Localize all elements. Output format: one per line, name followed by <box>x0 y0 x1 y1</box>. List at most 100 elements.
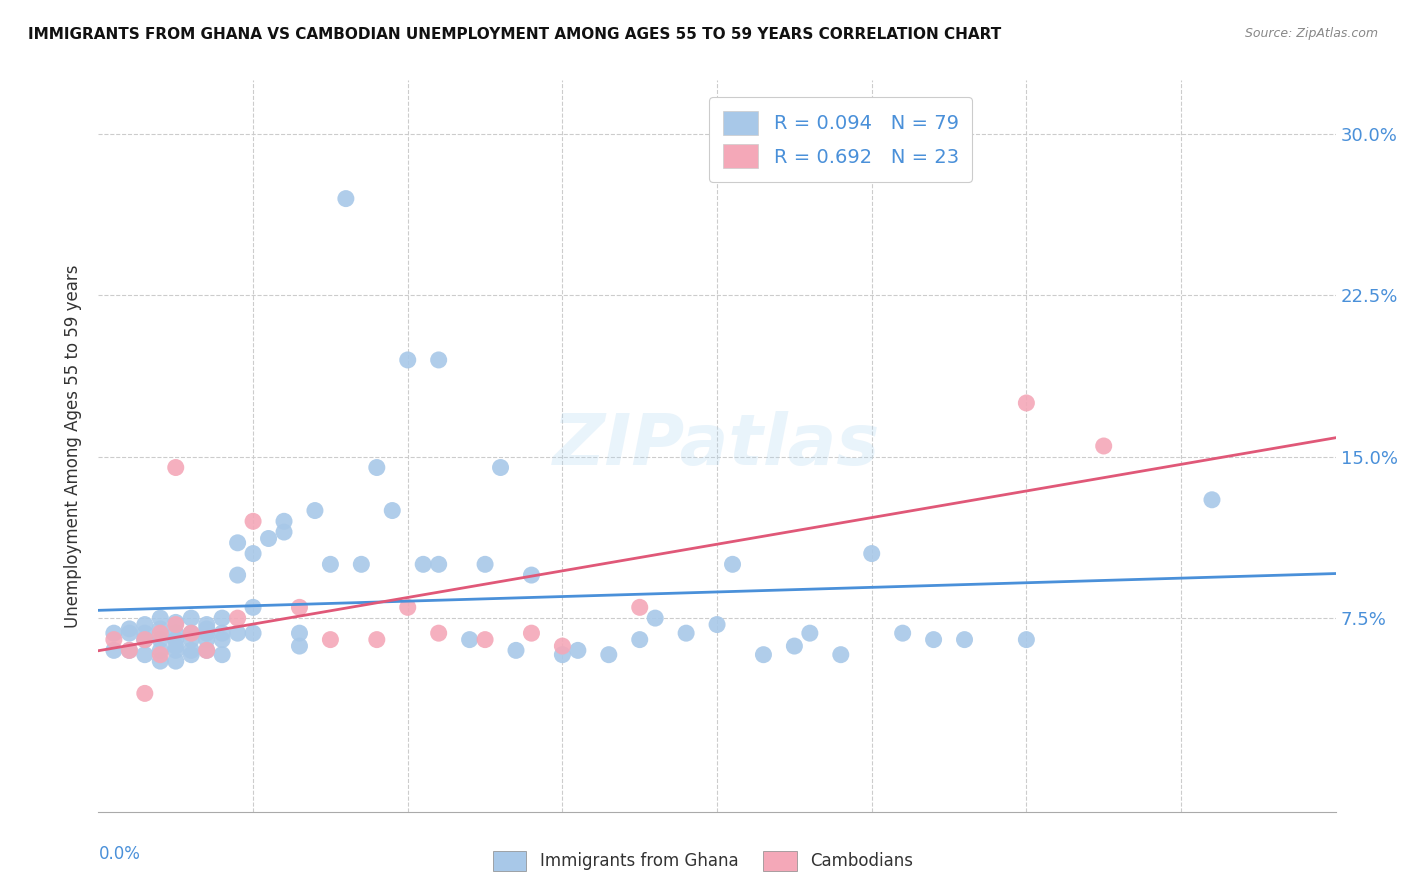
Point <box>165 643 187 657</box>
Point <box>628 600 651 615</box>
Point <box>149 626 172 640</box>
Point <box>922 632 945 647</box>
Point <box>134 632 156 647</box>
Point <box>149 622 172 636</box>
Point <box>242 514 264 528</box>
Point <box>180 611 202 625</box>
Point <box>366 460 388 475</box>
Point <box>180 626 202 640</box>
Point <box>242 547 264 561</box>
Point <box>134 632 156 647</box>
Point <box>103 626 125 640</box>
Point <box>474 632 496 647</box>
Point <box>180 626 202 640</box>
Point <box>149 632 172 647</box>
Legend: Immigrants from Ghana, Cambodians: Immigrants from Ghana, Cambodians <box>494 851 912 871</box>
Point <box>211 626 233 640</box>
Point <box>134 648 156 662</box>
Point <box>118 622 141 636</box>
Point <box>134 686 156 700</box>
Point <box>195 626 218 640</box>
Point <box>211 648 233 662</box>
Point <box>118 643 141 657</box>
Point <box>257 532 280 546</box>
Point <box>118 643 141 657</box>
Point <box>226 611 249 625</box>
Point <box>520 568 543 582</box>
Point <box>335 192 357 206</box>
Point <box>551 639 574 653</box>
Point <box>396 600 419 615</box>
Point <box>165 460 187 475</box>
Point <box>1201 492 1223 507</box>
Point <box>165 632 187 647</box>
Point <box>180 632 202 647</box>
Text: ZIPatlas: ZIPatlas <box>554 411 880 481</box>
Point <box>1015 632 1038 647</box>
Text: Source: ZipAtlas.com: Source: ZipAtlas.com <box>1244 27 1378 40</box>
Point <box>1092 439 1115 453</box>
Point <box>134 626 156 640</box>
Point <box>567 643 589 657</box>
Point <box>211 611 233 625</box>
Point <box>350 558 373 572</box>
Point <box>226 626 249 640</box>
Point <box>273 524 295 539</box>
Point <box>505 643 527 657</box>
Point <box>427 626 450 640</box>
Point <box>118 626 141 640</box>
Point <box>706 617 728 632</box>
Legend: R = 0.094   N = 79, R = 0.692   N = 23: R = 0.094 N = 79, R = 0.692 N = 23 <box>710 97 972 182</box>
Point <box>598 648 620 662</box>
Point <box>474 558 496 572</box>
Point <box>783 639 806 653</box>
Point <box>396 353 419 368</box>
Point <box>149 654 172 668</box>
Point <box>953 632 976 647</box>
Point <box>319 632 342 647</box>
Point <box>195 617 218 632</box>
Point <box>134 632 156 647</box>
Point <box>721 558 744 572</box>
Point <box>195 643 218 657</box>
Point <box>288 626 311 640</box>
Point <box>1015 396 1038 410</box>
Point <box>242 626 264 640</box>
Point <box>180 643 202 657</box>
Point <box>134 617 156 632</box>
Point <box>458 632 481 647</box>
Point <box>165 626 187 640</box>
Text: 0.0%: 0.0% <box>98 845 141 863</box>
Point <box>226 536 249 550</box>
Point <box>195 632 218 647</box>
Point <box>628 632 651 647</box>
Point <box>319 558 342 572</box>
Point <box>412 558 434 572</box>
Text: IMMIGRANTS FROM GHANA VS CAMBODIAN UNEMPLOYMENT AMONG AGES 55 TO 59 YEARS CORREL: IMMIGRANTS FROM GHANA VS CAMBODIAN UNEMP… <box>28 27 1001 42</box>
Point <box>304 503 326 517</box>
Point <box>165 615 187 630</box>
Point <box>381 503 404 517</box>
Point <box>427 558 450 572</box>
Point <box>860 547 883 561</box>
Point <box>644 611 666 625</box>
Point <box>242 600 264 615</box>
Point <box>366 632 388 647</box>
Point <box>195 622 218 636</box>
Point <box>180 648 202 662</box>
Point <box>103 632 125 647</box>
Point <box>165 654 187 668</box>
Point <box>891 626 914 640</box>
Point <box>103 643 125 657</box>
Point <box>165 639 187 653</box>
Point <box>149 611 172 625</box>
Point <box>195 643 218 657</box>
Point <box>288 600 311 615</box>
Point <box>149 648 172 662</box>
Point <box>149 643 172 657</box>
Point <box>830 648 852 662</box>
Y-axis label: Unemployment Among Ages 55 to 59 years: Unemployment Among Ages 55 to 59 years <box>65 264 83 628</box>
Point <box>211 632 233 647</box>
Point <box>675 626 697 640</box>
Point <box>752 648 775 662</box>
